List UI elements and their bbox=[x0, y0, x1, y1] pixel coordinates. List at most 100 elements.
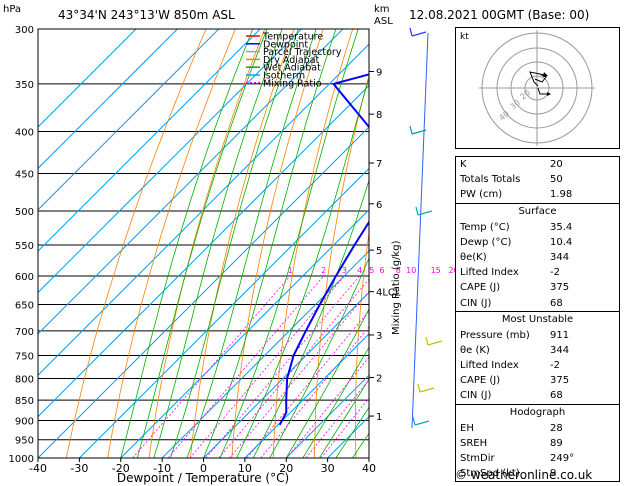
wet-adiabat bbox=[203, 29, 337, 458]
isotherm-line bbox=[38, 29, 137, 128]
isotherm-line bbox=[38, 29, 302, 294]
index-value: 89 bbox=[550, 437, 563, 449]
index-label: θe (K) bbox=[460, 344, 490, 356]
pressure-tick-label: 400 bbox=[15, 128, 34, 139]
mixing-ratio-label: 20 bbox=[448, 266, 458, 275]
wet-adiabat bbox=[269, 257, 369, 458]
isotherm-line bbox=[38, 29, 220, 211]
mixing-ratio-label: 2 bbox=[321, 266, 326, 275]
dry-adiabat bbox=[314, 73, 369, 458]
x-tick-label: -30 bbox=[70, 462, 88, 475]
x-tick-label: 0 bbox=[200, 462, 207, 475]
hodograph-header: Hodograph bbox=[509, 406, 566, 418]
unstable-row: θe (K) 344 bbox=[456, 343, 619, 358]
wet-adiabat bbox=[285, 308, 369, 458]
pressure-tick-label: 600 bbox=[15, 272, 34, 283]
wind-profile-line bbox=[411, 32, 429, 429]
isotherm-line bbox=[38, 29, 261, 252]
mixing-ratio-line bbox=[167, 275, 324, 458]
dry-adiabat bbox=[354, 230, 369, 458]
index-label: Lifted Index bbox=[460, 360, 519, 372]
pressure-tick-label: 750 bbox=[15, 351, 34, 362]
hodo-row: StmDir 249° bbox=[456, 451, 619, 466]
isotherm-line bbox=[285, 374, 369, 458]
pressure-tick-label: 300 bbox=[15, 25, 34, 36]
legend-label: Wet Adiabat bbox=[263, 63, 321, 74]
index-value: -2 bbox=[550, 267, 560, 279]
hodograph-unit: kt bbox=[460, 32, 469, 42]
wet-adiabat bbox=[236, 76, 369, 458]
dewpoint-curve bbox=[278, 73, 369, 426]
wind-barb bbox=[414, 420, 430, 426]
hodo-arrow-head-1 bbox=[543, 72, 548, 77]
wind-barb-flag bbox=[415, 206, 419, 216]
pressure-tick-label: 950 bbox=[15, 436, 34, 447]
wind-barb-flag bbox=[412, 416, 416, 426]
unstable-row: Pressure (mb) 911 bbox=[456, 328, 619, 343]
x-tick-label: 30 bbox=[321, 462, 335, 475]
index-value: 344 bbox=[550, 344, 570, 356]
index-label: CIN (J) bbox=[460, 390, 492, 402]
wind-barb bbox=[419, 387, 435, 393]
legend-label: Dry Adiabat bbox=[263, 55, 320, 66]
index-label: SREH bbox=[460, 437, 488, 449]
isotherm-line bbox=[38, 43, 369, 376]
x-tick-label: 10 bbox=[238, 462, 252, 475]
pressure-tick-label: 900 bbox=[15, 416, 34, 427]
km-tick-label: 6 bbox=[376, 200, 382, 211]
index-label: CIN (J) bbox=[460, 297, 492, 309]
unstable-row: CIN (J) 68 bbox=[456, 388, 619, 403]
dry-adiabat bbox=[231, 29, 324, 458]
index-value: 375 bbox=[550, 282, 570, 294]
index-value: 9 bbox=[550, 468, 557, 480]
km-tick-label: 7 bbox=[376, 159, 382, 170]
datetime-title: 12.08.2021 00GMT (Base: 00) bbox=[409, 8, 589, 22]
surface-row: CAPE (J) 375 bbox=[456, 280, 619, 295]
mixing-ratio-label: 1 bbox=[288, 266, 293, 275]
wet-adiabat bbox=[219, 29, 359, 458]
hodo-row: StmSpd (kt) 9 bbox=[456, 466, 619, 481]
hodo-ring-label-20: 20 bbox=[519, 88, 533, 101]
index-value: 68 bbox=[550, 297, 563, 309]
surface-row: Lifted Index -2 bbox=[456, 265, 619, 280]
index-label: StmSpd (kt) bbox=[460, 468, 520, 480]
wind-barb-flag bbox=[417, 383, 421, 393]
mixing-ratio-line bbox=[229, 290, 369, 458]
surface-header: Surface bbox=[518, 205, 557, 217]
index-value: 1.98 bbox=[550, 189, 573, 201]
x-tick-label: -10 bbox=[153, 462, 171, 475]
index-label: StmDir bbox=[460, 453, 495, 464]
surface-row: θe(K) 344 bbox=[456, 250, 619, 265]
km-unit: km bbox=[374, 4, 390, 15]
legend-label: Mixing Ratio bbox=[263, 78, 322, 89]
index-value: -2 bbox=[550, 360, 560, 372]
mixing-ratio-axis-label: Mixing Ratio (g/kg) bbox=[391, 240, 402, 335]
index-value: 68 bbox=[550, 390, 563, 402]
wind-barb-flag bbox=[409, 27, 413, 37]
pressure-tick-label: 550 bbox=[15, 241, 34, 252]
dry-adiabat bbox=[107, 29, 236, 458]
wet-adiabat bbox=[136, 29, 268, 458]
x-tick-label: 40 bbox=[362, 462, 376, 475]
wet-adiabat bbox=[252, 178, 369, 458]
pressure-tick-label: 450 bbox=[15, 169, 34, 180]
index-value: 10.4 bbox=[550, 236, 573, 248]
index-label: Lifted Index bbox=[460, 267, 519, 279]
wet-adiabat bbox=[186, 29, 317, 458]
mixing-ratio-line bbox=[189, 275, 345, 458]
km-tick-label: 2 bbox=[376, 374, 382, 385]
hodo-trace-low bbox=[537, 87, 548, 95]
index-value: 50 bbox=[550, 174, 563, 186]
index-label: Dewp (°C) bbox=[460, 236, 512, 248]
unstable-row: CAPE (J) 375 bbox=[456, 373, 619, 388]
index-value: 249° bbox=[550, 453, 575, 464]
index-label: CAPE (J) bbox=[460, 375, 501, 387]
index-value: 20 bbox=[550, 159, 563, 170]
index-value: 35.4 bbox=[550, 221, 573, 233]
footer-credit[interactable]: © weatheronline.co.uk bbox=[455, 468, 593, 482]
mixing-ratio-line bbox=[205, 275, 360, 458]
index-value: 911 bbox=[550, 329, 570, 341]
mixing-ratio-label: 3 bbox=[342, 266, 347, 275]
mixing-ratio-line bbox=[305, 379, 369, 458]
